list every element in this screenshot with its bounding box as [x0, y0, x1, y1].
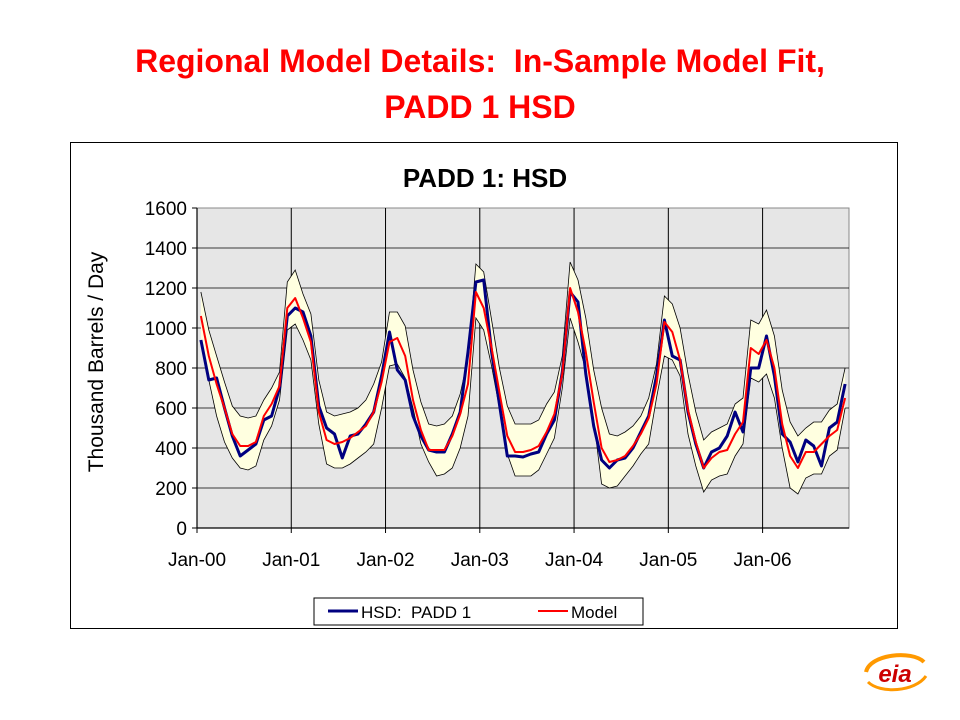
- y-tick-label: 1200: [145, 279, 187, 300]
- logo-swoosh-icon: [864, 653, 926, 673]
- slide-title-line-2: PADD 1 HSD: [384, 89, 576, 125]
- legend-label-actual: HSD: PADD 1: [361, 603, 471, 622]
- series-layer: [199, 278, 847, 470]
- y-axis-label: Thousand Barrels / Day: [85, 251, 108, 472]
- logo-text: eia: [878, 661, 911, 688]
- x-tick-label: Jan-06: [734, 550, 792, 571]
- series-line-model: [199, 287, 847, 469]
- y-tick-label: 1400: [145, 239, 187, 260]
- x-tick-label: Jan-02: [356, 550, 414, 571]
- chart-title: PADD 1: HSD: [403, 163, 567, 193]
- legend-box: [313, 597, 644, 626]
- band-upper-line: [200, 261, 846, 441]
- band-lower-line: [200, 316, 846, 495]
- band-layer: [200, 261, 846, 495]
- y-tick-label: 1600: [145, 199, 187, 220]
- y-tick-label: 200: [155, 479, 187, 500]
- slide-title-line-1: Regional Model Details: In-Sample Model …: [135, 43, 825, 79]
- x-tick-label: Jan-01: [262, 550, 320, 571]
- y-tick-label: 600: [155, 399, 187, 420]
- legend-label-model: Model: [571, 603, 617, 622]
- y-tick-label: 1000: [145, 319, 187, 340]
- series-line-actual: [199, 278, 847, 470]
- chart-frame: PADD 1: HSD Thousand Barrels / Day 0 200 4…: [70, 142, 898, 629]
- x-tick-label: Jan-03: [451, 550, 509, 571]
- slide-title: Regional Model Details: In-Sample Model …: [0, 38, 960, 130]
- logo-swoosh-lower-icon: [866, 675, 928, 692]
- confidence-band: [200, 262, 846, 494]
- y-tick-label: 400: [155, 439, 187, 460]
- axis-layer: 0 200 400 600 800 1000 1200 1400 1600 Jan-00 Jan-0…: [145, 199, 849, 571]
- x-tick-label: Jan-00: [168, 550, 226, 571]
- y-tick-label: 800: [155, 359, 187, 380]
- x-tick-label: Jan-05: [639, 550, 697, 571]
- y-tick-label: 0: [176, 519, 187, 540]
- eia-logo: eia: [864, 653, 928, 692]
- legend: HSD: PADD 1 Model: [313, 597, 644, 626]
- chart-svg: PADD 1: HSD Thousand Barrels / Day 0 200 4…: [85, 163, 850, 626]
- x-tick-label: Jan-04: [545, 550, 604, 571]
